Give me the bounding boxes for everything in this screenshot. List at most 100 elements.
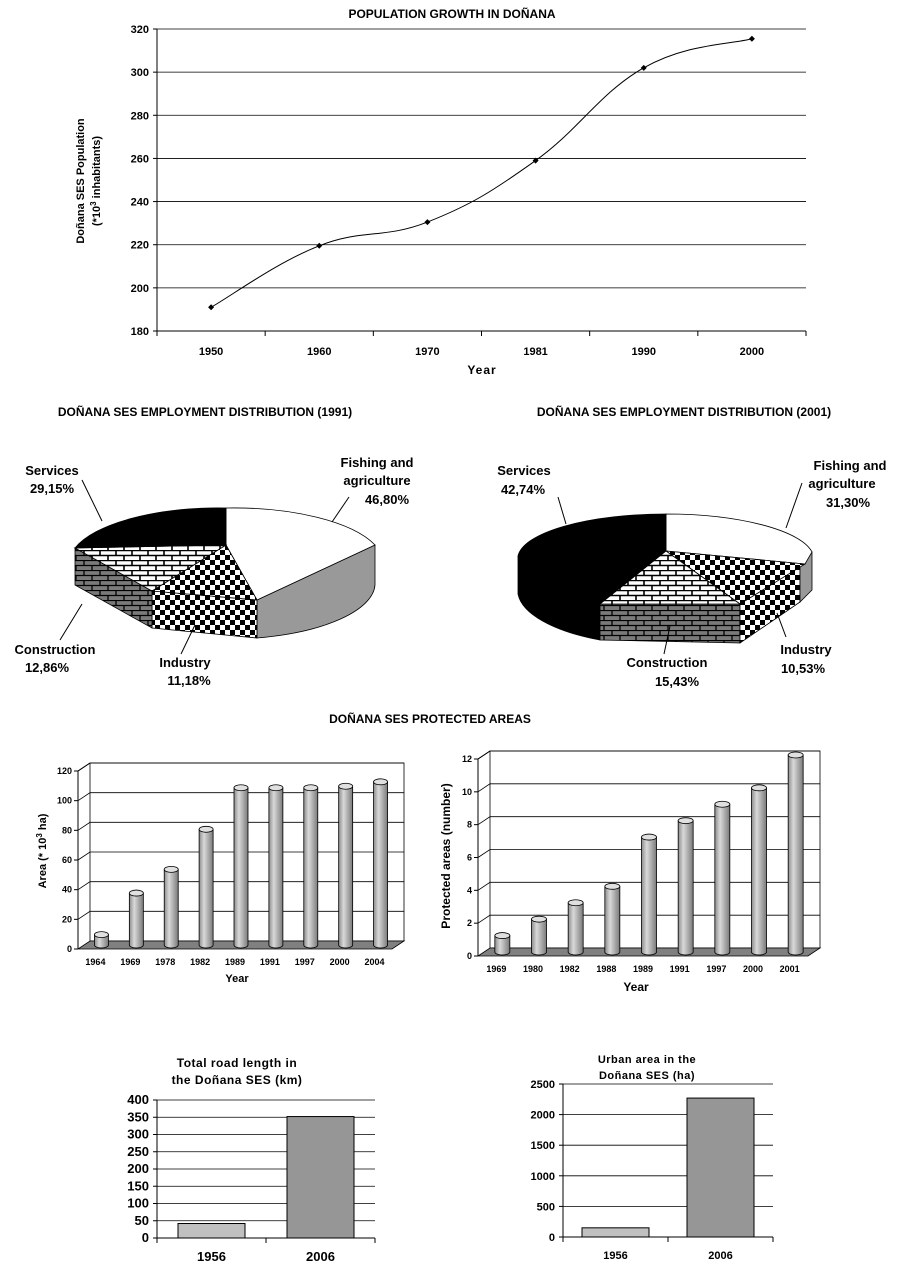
population-data-point xyxy=(208,304,215,311)
pie-1991-label-services: Services xyxy=(25,463,79,478)
protected-area-ha-bar xyxy=(128,892,144,949)
protected-area-ha-x-tick-label: 1989 xyxy=(225,957,245,967)
protected-area-ha-gridline xyxy=(77,851,404,861)
employment-pie-2001: DOÑANA SES EMPLOYMENT DISTRIBUTION (2001… xyxy=(497,404,886,689)
pie-2001-pct-fishing: 31,30% xyxy=(826,495,871,510)
population-y-axis-label-line1: Doñana SES Population xyxy=(75,118,87,244)
pie-1991-leader-industry xyxy=(180,624,196,655)
population-x-tick-label: 1981 xyxy=(523,346,547,358)
pie-1991-leader-fishing xyxy=(331,496,350,523)
protected-area-ha-bar-cap xyxy=(268,784,284,792)
protected-area-count-y-tick-label: 8 xyxy=(467,820,472,830)
pie-1991-title: DOÑANA SES EMPLOYMENT DISTRIBUTION (1991… xyxy=(58,404,352,419)
protected-area-count-y-tick-label: 4 xyxy=(467,885,472,895)
population-series-line xyxy=(210,38,753,308)
protected-area-count-bar-cap xyxy=(714,800,731,808)
urban-chart-title-line1: Urban area in the xyxy=(598,1054,696,1066)
pie-2001-slice-fishing xyxy=(665,513,813,565)
protected-area-ha-bar xyxy=(303,787,319,949)
pie-2001-leader-industry xyxy=(776,612,787,638)
protected-area-ha-gridline xyxy=(77,910,404,920)
protected-area-ha-bar-cap xyxy=(198,825,214,833)
protected-area-ha-bar xyxy=(268,787,284,949)
population-data-point xyxy=(424,219,431,226)
urban-area-x-tick-label: 2006 xyxy=(708,1250,732,1262)
urban-area-bar xyxy=(581,1227,650,1238)
protected-area-ha-gridline xyxy=(77,792,404,801)
pie-1991-pct-industry: 11,18% xyxy=(167,673,211,688)
protected-area-count-x-tick-label: 1988 xyxy=(596,964,616,974)
pie-2001-pct-construction: 15,43% xyxy=(655,674,700,689)
road-length-y-tick-label: 100 xyxy=(127,1196,149,1211)
population-data-point xyxy=(640,64,647,71)
protected-areas-section-title: DOÑANA SES PROTECTED AREAS xyxy=(329,711,531,726)
protected-area-count-bar xyxy=(714,803,731,956)
urban-area-y-tick-label: 1500 xyxy=(531,1140,555,1152)
protected-area-count-bar-cap xyxy=(677,817,694,825)
protected-area-count-chart: 0 2 4 6 8 10 12 1969 1980 1982 1988 1989 1991 1997 20… xyxy=(439,750,822,994)
population-y-tick-label: 220 xyxy=(131,240,149,252)
road-length-y-tick-label: 0 xyxy=(142,1230,149,1245)
protected-area-count-bar-cap xyxy=(787,751,804,759)
pie-2001-leader-services xyxy=(557,496,567,525)
road-length-bar-chart: Total road length in the Doñana SES (km)… xyxy=(127,1056,376,1264)
protected-area-count-gridline xyxy=(477,881,820,891)
protected-area-ha-y-tick-label: 80 xyxy=(62,825,72,835)
pie-2001-title: DOÑANA SES EMPLOYMENT DISTRIBUTION (2001… xyxy=(537,404,831,419)
protected-area-ha-y-tick-label: 100 xyxy=(57,796,72,806)
protected-area-count-wall-edge xyxy=(477,750,491,760)
protected-area-count-bar-cap xyxy=(567,899,584,907)
urban-area-y-tick-label: 2500 xyxy=(531,1079,555,1091)
protected-area-count-bar-cap xyxy=(641,833,657,841)
urban-area-y-tick-label: 1000 xyxy=(531,1171,555,1183)
pie-1991-pct-fishing: 46,80% xyxy=(365,492,410,507)
urban-chart-title-line2: Doñana SES (ha) xyxy=(599,1070,695,1082)
population-x-tick-label: 1960 xyxy=(307,346,331,358)
urban-area-y-tick-label: 500 xyxy=(537,1201,555,1213)
protected-area-ha-x-tick-label: 2000 xyxy=(330,957,350,967)
population-line-chart: POPULATION GROWTH IN DOÑANA 180 200 220 240… xyxy=(75,6,807,377)
protected-area-count-y-tick-label: 6 xyxy=(467,853,472,863)
protected-area-ha-bar-cap xyxy=(373,778,388,786)
protected-area-ha-bar xyxy=(198,828,214,949)
protected-area-count-x-tick-label: 1991 xyxy=(670,964,690,974)
population-x-tick-label: 1950 xyxy=(199,346,223,358)
protected-area-count-gridline xyxy=(477,914,820,924)
pie-2001-pct-industry: 10,53% xyxy=(781,661,826,676)
road-length-y-tick-label: 200 xyxy=(127,1161,149,1176)
protected-area-count-bar xyxy=(531,918,547,956)
population-x-tick-label: 2000 xyxy=(740,346,764,358)
employment-pie-1991: DOÑANA SES EMPLOYMENT DISTRIBUTION (1991… xyxy=(15,404,414,688)
protected-area-count-x-tick-label: 1997 xyxy=(706,964,726,974)
pie-1991-label-fishing-1: Fishing and xyxy=(341,455,414,470)
protected-area-ha-bar xyxy=(373,781,388,949)
protected-area-ha-y-tick-label: 0 xyxy=(67,944,72,954)
pie-1991-pct-services: 29,15% xyxy=(30,481,75,496)
pie-1991-label-industry: Industry xyxy=(159,655,211,670)
protected-area-ha-gridline xyxy=(77,881,404,890)
protected-area-count-bar-cap xyxy=(494,932,511,939)
urban-area-y-tick-label: 2000 xyxy=(531,1110,555,1122)
population-data-point xyxy=(316,242,323,249)
pie-2001-label-construction: Construction xyxy=(627,655,708,670)
road-length-x-tick-label: 2006 xyxy=(306,1249,335,1264)
pie-2001-pct-services: 42,74% xyxy=(501,482,546,497)
protected-area-ha-bar-cap xyxy=(303,784,319,792)
population-y-tick-label: 180 xyxy=(131,326,149,338)
protected-area-count-bar xyxy=(604,885,621,956)
protected-area-ha-y-tick-label: 40 xyxy=(62,885,72,895)
pie-1991-label-construction: Construction xyxy=(15,642,96,657)
pie-1991-pct-construction: 12,86% xyxy=(25,660,70,675)
pie-2001-leader-fishing xyxy=(785,482,803,529)
road-chart-title-line2: the Doñana SES (km) xyxy=(172,1073,303,1087)
protected-area-count-bar-cap xyxy=(531,915,547,923)
protected-area-count-bar xyxy=(641,836,657,956)
population-x-tick-label: 1990 xyxy=(632,346,656,358)
pie-2001-side-construction xyxy=(599,603,741,644)
protected-area-count-bar xyxy=(751,787,767,956)
pie-1991-label-fishing-2: agriculture xyxy=(343,473,410,488)
road-length-y-tick-label: 400 xyxy=(127,1092,149,1107)
pie-1991-leader-construction xyxy=(59,603,83,641)
road-length-y-tick-label: 250 xyxy=(127,1144,149,1159)
